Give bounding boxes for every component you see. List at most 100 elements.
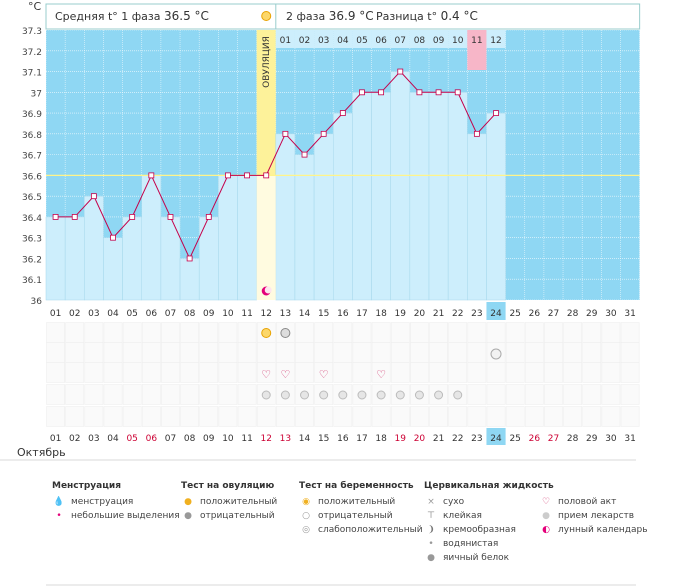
legend-item: ❩ кремообразная (424, 523, 554, 537)
today-cell (486, 302, 506, 320)
ovulation-negative-icon (280, 328, 291, 338)
phase2-day-label: 05 (356, 36, 367, 46)
legend-item-label: отрицательный (318, 511, 393, 521)
marker-cell (467, 384, 487, 405)
bottom-day-label: 18 (375, 434, 387, 444)
marker-cell (524, 384, 544, 405)
marker-cell (256, 362, 276, 383)
dry-icon: × (427, 497, 435, 507)
y-tick-label: 37.1 (22, 69, 42, 79)
phase2-day-label: 03 (318, 36, 329, 46)
marker-cell (544, 322, 563, 343)
heart-icon: ♡ (280, 368, 290, 381)
marker-cell (544, 384, 563, 405)
marker-cell (84, 362, 104, 383)
month-label: Октябрь (17, 446, 66, 459)
temperature-point (263, 172, 270, 179)
temperature-bar (198, 216, 219, 301)
y-tick-label: 37 (31, 89, 42, 99)
x-tick-label: 22 (452, 309, 463, 319)
temperature-bar (333, 112, 353, 301)
legend-item-label: клейкая (443, 511, 482, 521)
sun-icon (261, 11, 272, 21)
phase2-day-label: 11 (471, 36, 482, 46)
temperature-point (110, 234, 116, 241)
marker-cell (218, 342, 238, 363)
today-cell-bottom (486, 428, 506, 445)
legend-item-label: положительный (200, 497, 278, 507)
pill-icon (357, 390, 367, 400)
marker-cell (601, 384, 621, 405)
temperature-point (71, 214, 78, 220)
temperature-bar (141, 175, 162, 301)
legend-item: ● яичный белок (424, 551, 554, 565)
marker-cell (161, 342, 180, 363)
legend-group: Менструация 💧 менструация • небольшие выделе… (52, 481, 180, 523)
bottom-day-label: 21 (433, 434, 444, 444)
temperature-point (416, 89, 423, 96)
temperature-bar (103, 237, 123, 301)
pill-icon (434, 390, 444, 400)
x-tick-label: 09 (203, 309, 215, 319)
marker-cell (486, 384, 506, 405)
pill-icon (338, 390, 348, 400)
marker-cell (544, 406, 563, 427)
marker-cell (237, 362, 257, 383)
marker-cell (84, 322, 104, 343)
x-tick-label: 07 (165, 309, 176, 319)
x-tick-label: 16 (337, 309, 349, 319)
marker-cell (620, 342, 640, 363)
marker-cell (295, 342, 314, 363)
phase2-day-label: 12 (490, 36, 501, 46)
marker-cell (371, 322, 391, 343)
marker-cell (199, 406, 219, 427)
temperature-point (397, 68, 404, 75)
marker-cell (448, 342, 468, 363)
y-tick-label: 36.6 (22, 172, 42, 182)
legend-item-label: небольшие выделения (71, 511, 180, 521)
diff-label: Разница t° 0.4 °C (376, 9, 478, 23)
marker-cell (390, 322, 410, 343)
marker-cell (295, 406, 314, 427)
marker-cell (410, 322, 429, 343)
phase2-day-cell (275, 30, 295, 48)
marker-cell (505, 384, 525, 405)
marker-cell (161, 384, 180, 405)
x-tick-label: 10 (222, 309, 234, 319)
bottom-day-label: 12 (260, 434, 271, 444)
pill-icon (280, 390, 290, 400)
pill-icon (300, 390, 310, 400)
pregnancy-negative-icon (490, 348, 502, 360)
marker-cell (582, 384, 602, 405)
header-box (45, 3, 641, 30)
phase2-day-label: 09 (433, 36, 445, 46)
marker-cell (429, 342, 448, 363)
phase2-day-cell (333, 30, 353, 48)
marker-cell (103, 342, 123, 363)
marker-cell (505, 322, 525, 343)
marker-cell (524, 362, 544, 383)
temperature-bar (275, 133, 296, 301)
marker-cell (122, 384, 142, 405)
marker-cell (333, 342, 353, 363)
phase2-day-cell (294, 30, 315, 48)
marker-cell (46, 406, 65, 427)
temperature-bar (467, 133, 487, 301)
marker-cell (505, 342, 525, 363)
marker-cell (65, 406, 85, 427)
x-tick-label: 18 (375, 309, 387, 319)
marker-cell (314, 342, 334, 363)
legend-item: ● положительный (181, 495, 277, 509)
temperature-point (205, 214, 212, 220)
y-tick-label: 36.8 (22, 131, 42, 141)
marker-cell (467, 362, 487, 383)
marker-cell (486, 322, 506, 343)
marker-cell (256, 342, 276, 363)
temperature-bar (409, 92, 430, 301)
bottom-day-label: 10 (222, 434, 234, 444)
bottom-day-label: 15 (318, 434, 329, 444)
marker-cell (371, 406, 391, 427)
bottom-day-label: 09 (203, 434, 215, 444)
marker-cell (314, 406, 334, 427)
pill-icon (395, 390, 405, 400)
